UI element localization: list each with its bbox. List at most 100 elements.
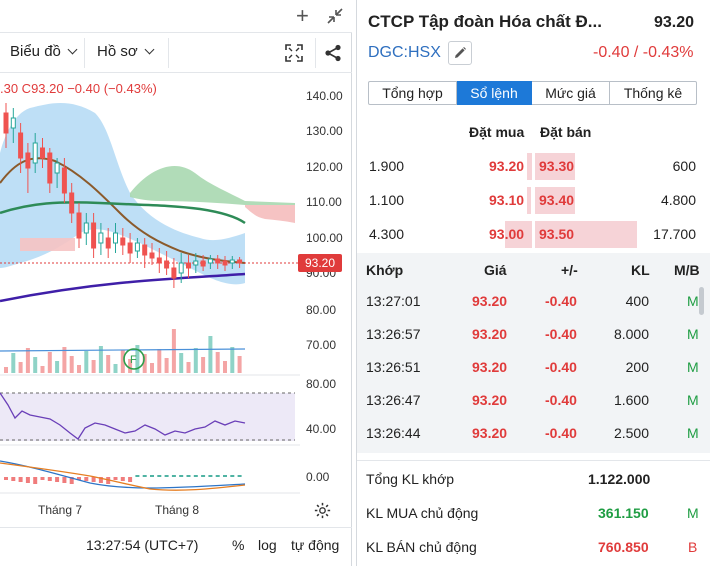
macd-hist-bar (11, 477, 16, 481)
macd-hist-bar (215, 475, 220, 477)
summary-value: 1.122.000 (588, 471, 651, 487)
chevron-down-icon (144, 44, 155, 55)
volume-bar (128, 359, 133, 373)
settings-icon[interactable] (314, 502, 331, 524)
summary-row: KL MUA chủ động 361.150 M (357, 496, 710, 529)
bid-price[interactable]: 93.00 (489, 226, 525, 242)
chart-clock: 13:27:54 (UTC+7) (86, 537, 199, 553)
candle-body (76, 212, 82, 239)
cloud-red-left (20, 238, 75, 251)
ask-volume: 4.800 (660, 192, 696, 208)
volume-bar (25, 348, 30, 373)
ask-price[interactable]: 93.40 (539, 192, 575, 208)
percent-scale-toggle[interactable]: % (232, 537, 245, 553)
trade-volume: 400 (625, 293, 649, 309)
volume-bar (135, 345, 140, 373)
collapse-icon[interactable] (326, 7, 344, 30)
candle-body (120, 237, 126, 246)
trade-price: 93.20 (472, 293, 508, 309)
trade-volume: 8.000 (613, 326, 649, 342)
summary-row: Tổng KL khớp 1.122.000 (357, 462, 710, 495)
volume-bar (171, 329, 176, 373)
volume-bar (62, 347, 67, 373)
trade-price: 93.20 (472, 359, 508, 375)
volume-bar (47, 352, 52, 373)
candle-body (105, 237, 111, 249)
bid-volume: 4.300 (369, 226, 405, 242)
bid-price[interactable]: 93.10 (489, 192, 525, 208)
trade-change: -0.40 (545, 326, 577, 342)
chart-bottom-bar (0, 527, 352, 566)
macd-hist-bar (171, 475, 176, 477)
summary-label: KL MUA chủ động (366, 505, 479, 521)
trades-scrollbar[interactable] (698, 282, 705, 450)
price-change: -0.40 / -0.43% (593, 44, 694, 61)
macd-hist-bar (113, 477, 118, 480)
toolbar-divider (168, 38, 169, 68)
candle-body (83, 222, 89, 234)
volume-summary (357, 460, 710, 566)
candle-body (171, 267, 177, 279)
ma-purple-line (0, 272, 246, 303)
candle-body (113, 232, 118, 244)
share-icon[interactable] (324, 44, 342, 67)
profile-button[interactable]: Hồ sơ (97, 43, 155, 60)
macd-hist-bar (120, 477, 125, 481)
trade-time: 13:26:47 (366, 392, 421, 408)
trade-change: -0.40 (545, 359, 577, 375)
x-axis-label: Tháng 7 (38, 503, 83, 517)
price-chart-canvas[interactable]: F (0, 73, 300, 527)
macd-hist-bar (55, 477, 60, 482)
trades-scrollbar-thumb[interactable] (699, 287, 704, 315)
rsi-band (0, 393, 295, 441)
tab-statistics[interactable]: Thống kê (610, 81, 697, 105)
auto-scale-toggle[interactable]: tự động (291, 537, 340, 553)
y-axis-label: 120.00 (306, 160, 343, 174)
orderbook-row: 1.100 93.10 93.40 4.800 (357, 184, 710, 217)
edit-symbol-button[interactable] (448, 41, 472, 65)
ohlc-legend: .30 C93.20 −0.40 (−0.43%) (0, 81, 157, 96)
trade-row: 13:26:51 93.20 -0.40 200 M (357, 351, 699, 384)
cloud-green (130, 165, 295, 205)
macd-hist-bar (186, 475, 191, 477)
trade-side: M (687, 359, 699, 375)
candle-body (18, 132, 24, 159)
company-name: CTCP Tập đoàn Hóa chất Đ... (368, 12, 602, 31)
volume-bar (33, 357, 38, 373)
log-scale-toggle[interactable]: log (258, 537, 277, 553)
bid-price[interactable]: 93.20 (489, 158, 525, 174)
macd-hist-bar (142, 475, 147, 477)
volume-bar (208, 336, 213, 373)
volume-bar (4, 367, 8, 373)
tab-price-levels[interactable]: Mức giá (532, 81, 610, 105)
macd-hist-bar (84, 477, 89, 481)
ask-volume-bar (535, 221, 637, 248)
indicators-button[interactable]: Biểu đồ (10, 43, 78, 60)
macd-hist-bar (150, 475, 154, 477)
macd-hist-bar (230, 475, 235, 477)
last-price: 93.20 (654, 14, 695, 31)
tab-orderbook[interactable]: Sổ lệnh (457, 81, 532, 105)
volume-bar (55, 361, 60, 373)
macd-hist-bar (25, 477, 30, 483)
volume-bar (40, 366, 45, 373)
volume-bar (186, 362, 191, 373)
macd-hist-bar (77, 477, 81, 480)
trade-time: 13:26:44 (366, 425, 421, 441)
macd-hist-bar (208, 475, 213, 477)
ask-price[interactable]: 93.30 (539, 158, 575, 174)
bid-volume-bar (527, 187, 531, 214)
add-icon[interactable]: + (296, 3, 309, 28)
tab-summary[interactable]: Tổng hợp (368, 81, 457, 105)
macd-hist-bar (193, 475, 198, 477)
ticker-symbol[interactable]: DGC:HSX (368, 44, 441, 61)
trade-change: -0.40 (545, 425, 577, 441)
bid-volume-bar (505, 221, 532, 248)
y-axis-label: 80.00 (306, 303, 337, 317)
candle-body (186, 262, 191, 269)
ask-price[interactable]: 93.50 (539, 226, 575, 242)
fullscreen-icon[interactable] (285, 44, 303, 67)
trades-header-price: Giá (484, 262, 507, 278)
cloud-red (245, 205, 295, 223)
trade-volume: 1.600 (613, 392, 649, 408)
